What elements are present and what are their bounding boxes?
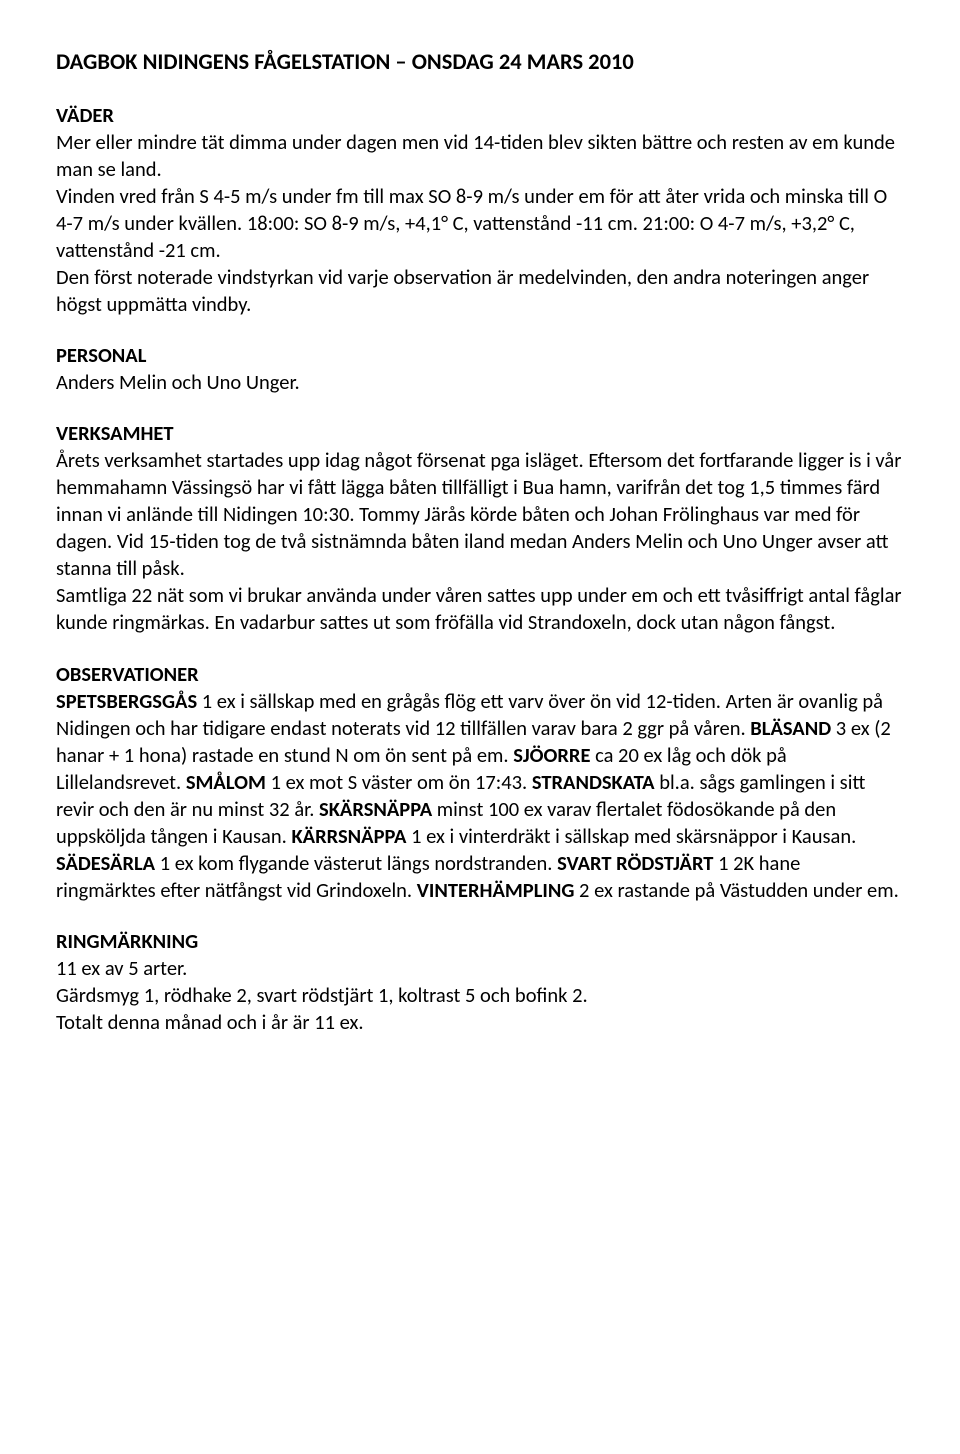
- verksamhet-paragraph-1: Årets verksamhet startades upp idag någo…: [56, 447, 904, 582]
- personal-text: Anders Melin och Uno Unger.: [56, 369, 904, 396]
- species-sjoorre: SJÖORRE: [513, 742, 590, 768]
- species-blasand: BLÄSAND: [750, 715, 831, 741]
- species-smalom: SMÅLOM: [186, 769, 266, 795]
- obs-text-4: 1 ex mot S väster om ön 17:43.: [266, 769, 532, 795]
- verksamhet-heading: VERKSAMHET: [56, 420, 904, 447]
- species-svart-rodstjart: SVART RÖDSTJÄRT: [557, 850, 713, 876]
- species-karrsnappa: KÄRRSNÄPPA: [291, 823, 406, 849]
- observationer-heading: OBSERVATIONER: [56, 661, 904, 688]
- species-strandskata: STRANDSKATA: [532, 769, 655, 795]
- species-skarsnappa: SKÄRSNÄPPA: [319, 796, 432, 822]
- section-ringmarkning: RINGMÄRKNING 11 ex av 5 arter. Gärdsmyg …: [56, 928, 904, 1036]
- obs-text-8: 1 ex kom flygande västerut längs nordstr…: [155, 850, 557, 876]
- vader-paragraph-1: Mer eller mindre tät dimma under dagen m…: [56, 129, 904, 183]
- species-sadesarla: SÄDESÄRLA: [56, 850, 155, 876]
- section-verksamhet: VERKSAMHET Årets verksamhet startades up…: [56, 420, 904, 636]
- section-personal: PERSONAL Anders Melin och Uno Unger.: [56, 342, 904, 396]
- species-spetsbergsgas: SPETSBERGSGÅS: [56, 688, 197, 714]
- obs-text-10: 2 ex rastande på Västudden under em.: [574, 877, 898, 903]
- observationer-body: SPETSBERGSGÅS 1 ex i sällskap med en grå…: [56, 688, 904, 904]
- section-observationer: OBSERVATIONER SPETSBERGSGÅS 1 ex i sälls…: [56, 661, 904, 904]
- vader-paragraph-2: Vinden vred från S 4-5 m/s under fm till…: [56, 183, 904, 264]
- ringmarkning-heading: RINGMÄRKNING: [56, 928, 904, 955]
- ringmarkning-line-2: Gärdsmyg 1, rödhake 2, svart rödstjärt 1…: [56, 982, 904, 1009]
- vader-heading: VÄDER: [56, 102, 904, 129]
- obs-text-7: 1 ex i vinterdräkt i sällskap med skärsn…: [406, 823, 856, 849]
- section-vader: VÄDER Mer eller mindre tät dimma under d…: [56, 102, 904, 318]
- verksamhet-paragraph-2: Samtliga 22 nät som vi brukar använda un…: [56, 582, 904, 636]
- ringmarkning-line-3: Totalt denna månad och i år är 11 ex.: [56, 1009, 904, 1036]
- species-vinterhampling: VINTERHÄMPLING: [417, 877, 575, 903]
- personal-heading: PERSONAL: [56, 342, 904, 369]
- vader-paragraph-3: Den först noterade vindstyrkan vid varje…: [56, 264, 904, 318]
- ringmarkning-line-1: 11 ex av 5 arter.: [56, 955, 904, 982]
- page-title: DAGBOK NIDINGENS FÅGELSTATION – ONSDAG 2…: [56, 48, 904, 78]
